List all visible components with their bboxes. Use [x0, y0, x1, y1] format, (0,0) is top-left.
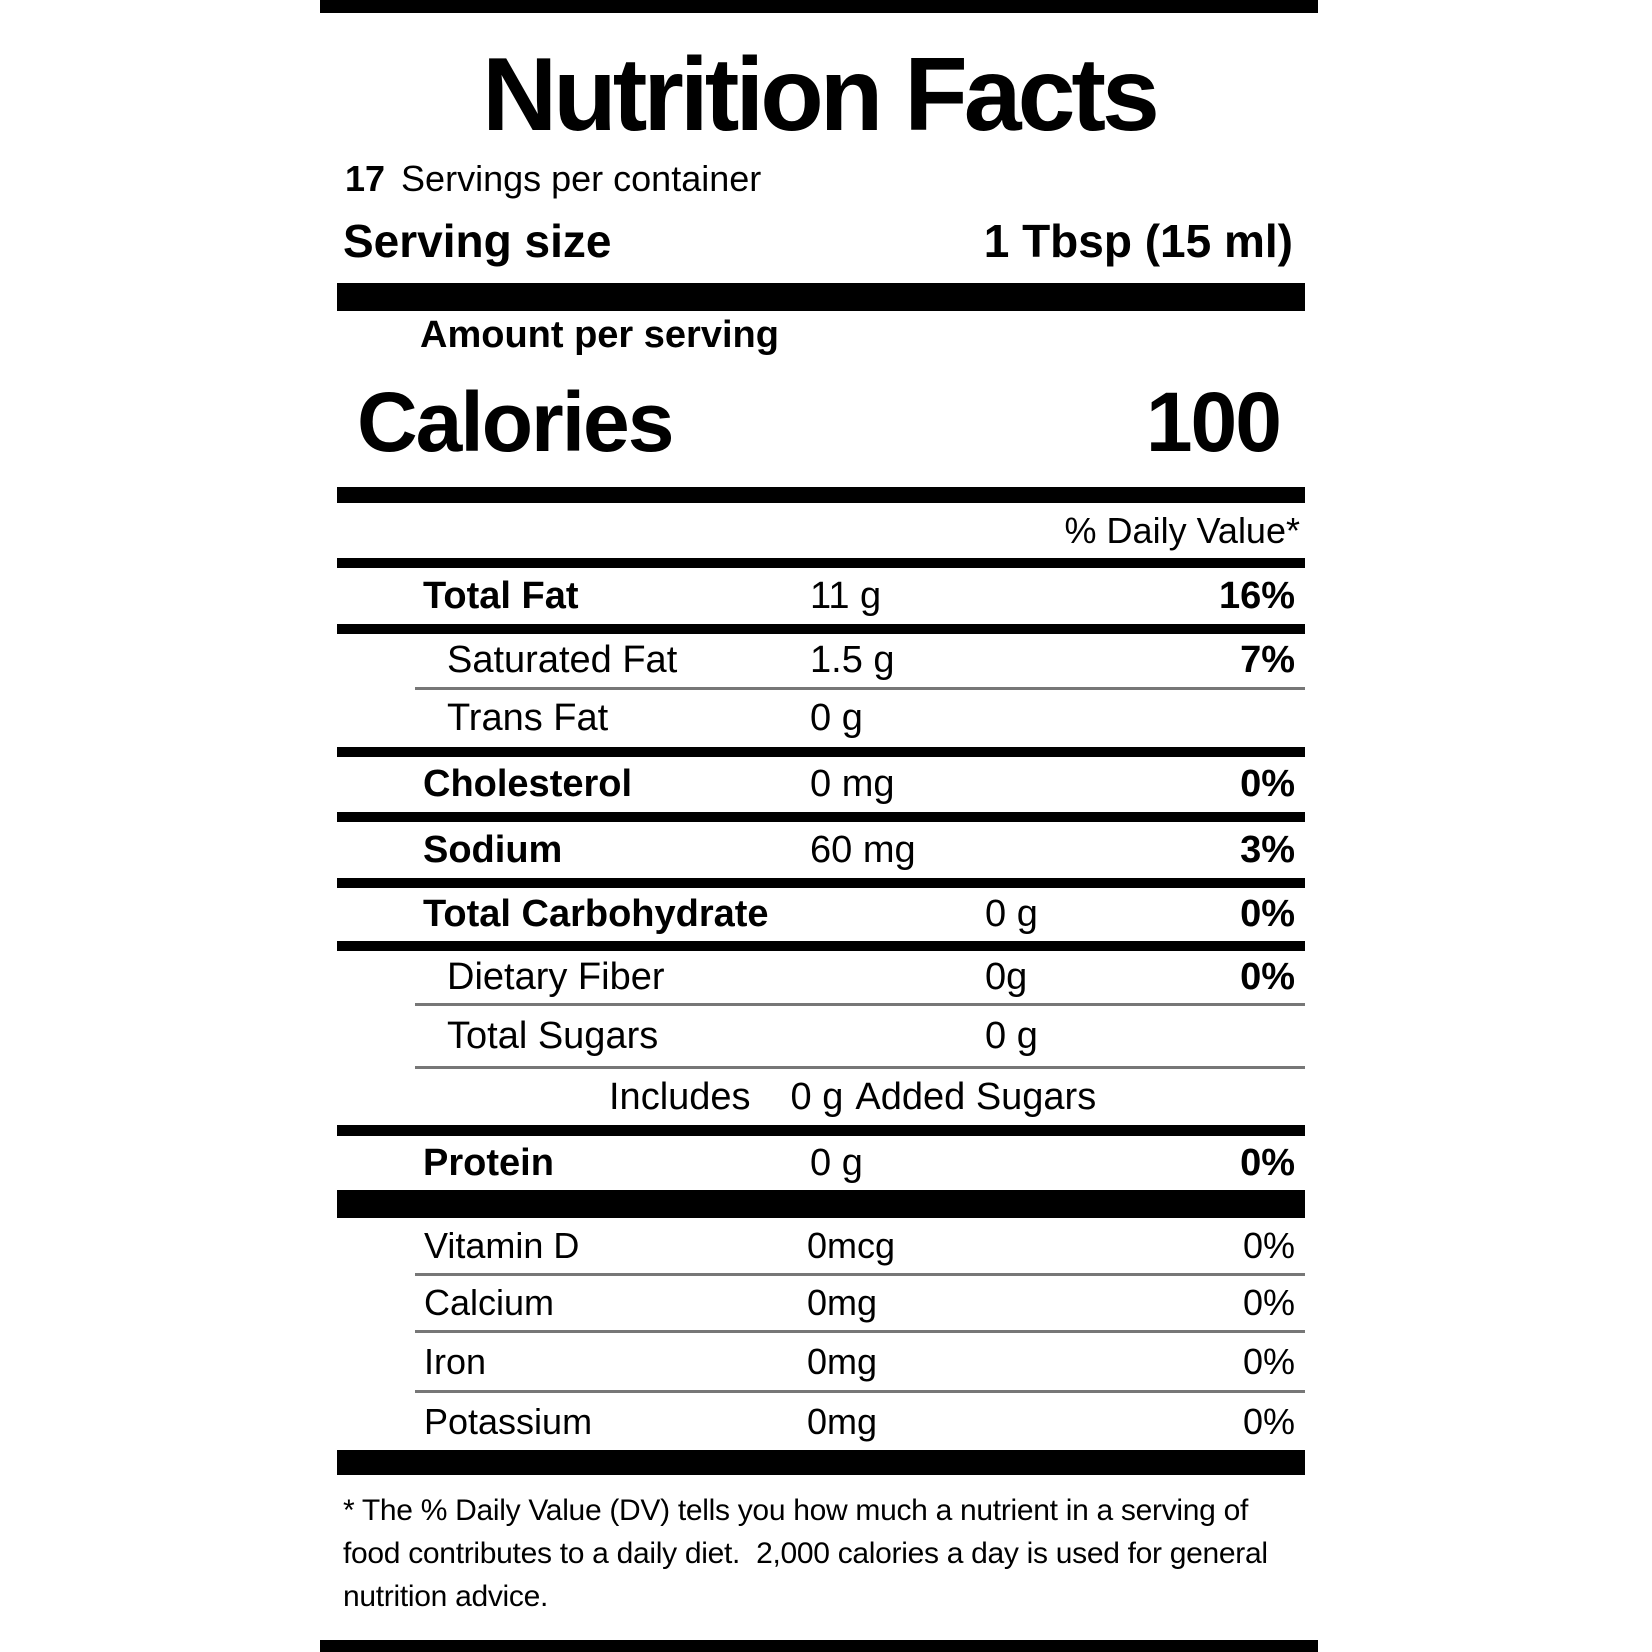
vitamin-label: Potassium	[424, 1400, 593, 1442]
added-sugars-amount: 0 g	[790, 1075, 844, 1118]
nutrient-row-dietary-fiber: Dietary Fiber 0g 0%	[337, 951, 1305, 1003]
nutrition-facts-label: Nutrition Facts 17 Servings per containe…	[320, 0, 1318, 1652]
nutrient-row-added-sugars: Includes 0 g Added Sugars	[337, 1069, 1305, 1125]
nutrient-pct: 7%	[1240, 639, 1295, 681]
label-title: Nutrition Facts	[482, 37, 1160, 153]
footnote-line: * The % Daily Value (DV) tells you how m…	[343, 1494, 1248, 1527]
nutrient-value: 11 g	[810, 574, 882, 617]
nutrient-label: Protein	[423, 1141, 554, 1184]
vitamin-pct: 0%	[1242, 1224, 1295, 1266]
daily-value-header: % Daily Value*	[1064, 509, 1300, 551]
divider-thin	[415, 1390, 1305, 1393]
nutrient-pct: 0%	[1240, 893, 1295, 935]
nutrient-pct: 0%	[1240, 955, 1295, 998]
nutrient-row-saturated-fat: Saturated Fat 1.5 g 7%	[337, 634, 1305, 687]
nutrient-pct: 16%	[1218, 574, 1295, 617]
amount-per-serving: Amount per serving	[420, 314, 779, 356]
footnote-line: food contributes to a daily diet. 2,000 …	[343, 1537, 1268, 1570]
nutrient-row-total-sugars: Total Sugars 0 g	[337, 1006, 1305, 1066]
added-sugars-text: Added Sugars	[855, 1075, 1097, 1118]
divider-thin	[415, 1330, 1305, 1333]
divider	[337, 624, 1305, 634]
servings-per-container-line: 17 Servings per container	[320, 158, 1318, 199]
nutrient-label: Total Sugars	[447, 1014, 659, 1057]
nutrient-value: 60 mg	[810, 828, 916, 871]
nutrient-label: Trans Fat	[447, 697, 609, 739]
vitamin-label: Calcium	[424, 1282, 555, 1323]
vitamin-value: 0mg	[807, 1340, 878, 1382]
vitamin-pct: 0%	[1242, 1340, 1295, 1382]
divider	[337, 747, 1305, 757]
vitamin-pct: 0%	[1242, 1400, 1295, 1442]
nutrient-value: 0 g	[810, 1141, 863, 1184]
divider	[337, 941, 1305, 951]
servings-text: Servings per container	[401, 158, 762, 199]
nutrient-label: Total Carbohydrate	[423, 893, 769, 935]
top-border-bar	[320, 0, 1318, 13]
vitamin-value: 0mg	[807, 1400, 878, 1442]
serving-size-row: Serving size 1 Tbsp (15 ml)	[337, 213, 1305, 269]
nutrient-label: Dietary Fiber	[447, 955, 665, 998]
divider	[337, 878, 1305, 888]
divider-thin	[415, 1273, 1305, 1276]
nutrient-row-sodium: Sodium 60 mg 3%	[337, 822, 1305, 878]
vitamin-row-iron: Iron 0mg 0%	[337, 1333, 1305, 1390]
divider	[337, 558, 1305, 568]
nutrient-pct: 0%	[1240, 763, 1295, 805]
vitamin-pct: 0%	[1242, 1282, 1295, 1323]
nutrient-row-protein: Protein 0 g 0%	[337, 1136, 1305, 1190]
footnote-line: nutrition advice.	[343, 1580, 549, 1613]
daily-value-footnote: * The % Daily Value (DV) tells you how m…	[337, 1489, 1305, 1618]
nutrient-label: Saturated Fat	[447, 639, 678, 681]
nutrient-value: 0 g	[985, 893, 1038, 935]
nutrient-row-total-carbohydrate: Total Carbohydrate 0 g 0%	[337, 888, 1305, 941]
calories-divider-bar	[337, 487, 1305, 503]
nutrient-value: 0 g	[810, 697, 863, 739]
nutrient-row-cholesterol: Cholesterol 0 mg 0%	[337, 757, 1305, 812]
divider	[337, 1125, 1305, 1136]
nutrient-value: 0g	[985, 955, 1028, 998]
nutrient-row-total-fat: Total Fat 11 g 16%	[337, 568, 1305, 624]
vitamin-label: Iron	[424, 1340, 487, 1382]
bottom-border-bar	[320, 1640, 1318, 1652]
divider-thin	[415, 1003, 1305, 1006]
vitamin-value: 0mcg	[807, 1224, 896, 1266]
vitamin-value: 0mg	[807, 1282, 878, 1323]
nutrient-label: Sodium	[423, 828, 563, 871]
serving-size-value: 1 Tbsp (15 ml)	[983, 215, 1293, 267]
nutrient-pct: 3%	[1240, 828, 1295, 871]
includes-text: Includes	[609, 1075, 751, 1118]
divider	[337, 812, 1305, 822]
vitamin-row-vitamin-d: Vitamin D 0mcg 0%	[337, 1218, 1305, 1273]
thick-divider-bar	[337, 283, 1305, 311]
servings-count: 17	[345, 158, 386, 199]
serving-size-label: Serving size	[343, 215, 612, 267]
nutrient-pct: 0%	[1240, 1141, 1295, 1184]
vitamin-row-calcium: Calcium 0mg 0%	[337, 1276, 1305, 1330]
nutrient-label: Total Fat	[423, 574, 579, 617]
calories-value: 100	[1145, 374, 1282, 469]
calories-row: Calories 100	[337, 357, 1305, 487]
thick-divider-bar	[337, 1450, 1305, 1475]
vitamin-label: Vitamin D	[424, 1224, 580, 1266]
nutrient-value: 0 mg	[810, 763, 895, 805]
nutrient-label: Cholesterol	[423, 763, 633, 805]
divider-thin	[415, 687, 1305, 690]
divider-thin	[415, 1066, 1305, 1069]
vitamin-row-potassium: Potassium 0mg 0%	[337, 1393, 1305, 1450]
nutrient-value: 1.5 g	[810, 639, 895, 681]
calories-label: Calories	[357, 374, 674, 469]
nutrient-value: 0 g	[985, 1014, 1038, 1057]
nutrient-row-trans-fat: Trans Fat 0 g	[337, 690, 1305, 747]
thick-divider-bar	[337, 1190, 1305, 1218]
